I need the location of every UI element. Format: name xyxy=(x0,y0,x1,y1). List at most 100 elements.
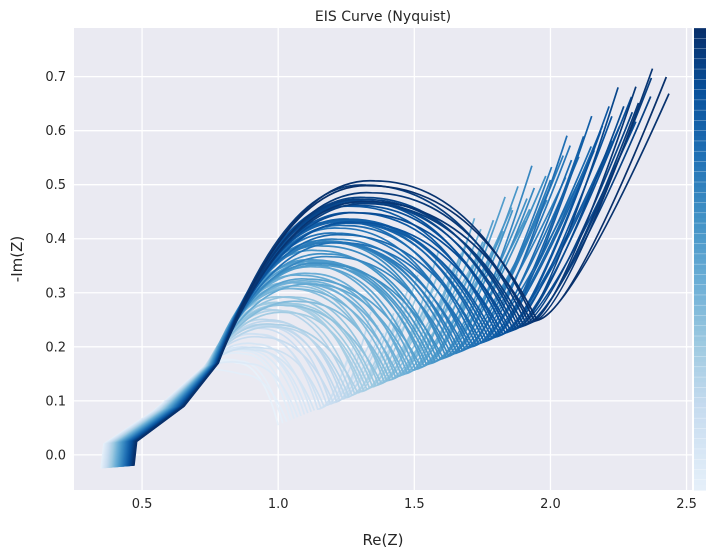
colorbar-segment xyxy=(694,197,706,204)
colorbar-segment xyxy=(694,279,706,286)
colorbar-segment xyxy=(694,474,706,481)
colorbar-segment xyxy=(694,448,706,455)
y-tick-label: 0.6 xyxy=(45,124,66,139)
colorbar-segment xyxy=(694,325,706,332)
colorbar-segment xyxy=(694,166,706,173)
y-tick-label: 0.2 xyxy=(45,340,66,355)
colorbar-segment xyxy=(694,469,706,476)
colorbar xyxy=(694,27,706,491)
colorbar-segment xyxy=(694,356,706,363)
colorbar-segment xyxy=(694,48,706,55)
colorbar-segment xyxy=(694,156,706,162)
colorbar-segment xyxy=(694,428,706,435)
x-tick-label: 0.5 xyxy=(132,497,153,512)
y-tick-label: 0.0 xyxy=(45,448,66,463)
colorbar-segment xyxy=(694,289,706,296)
colorbar-segment xyxy=(694,305,706,311)
colorbar-segment xyxy=(694,294,706,301)
colorbar-segment xyxy=(694,387,706,393)
colorbar-segment xyxy=(694,330,706,337)
colorbar-segment xyxy=(694,58,706,65)
eis-series-line xyxy=(133,76,668,466)
colorbar-segment xyxy=(694,377,706,383)
colorbar-segment xyxy=(694,120,706,127)
colorbar-segment xyxy=(694,202,706,209)
colorbar-segment xyxy=(694,135,706,142)
colorbar-segment xyxy=(694,459,706,465)
y-axis-label: -Im(Z) xyxy=(8,236,26,282)
colorbar-segment xyxy=(694,253,706,260)
colorbar-segment xyxy=(694,238,706,245)
colorbar-segment xyxy=(694,43,706,50)
colorbar-segment xyxy=(694,484,706,491)
series-lines xyxy=(100,68,670,469)
colorbar-segment xyxy=(694,413,706,419)
colorbar-segment xyxy=(694,366,706,373)
colorbar-segment xyxy=(694,284,706,291)
colorbar-segment xyxy=(694,176,706,183)
colorbar-segment xyxy=(694,89,706,96)
x-tick-label: 2.5 xyxy=(676,497,697,512)
colorbar-segment xyxy=(694,464,706,470)
x-tick-label: 1.5 xyxy=(404,497,425,512)
colorbar-segment xyxy=(694,53,706,60)
y-tick-labels: 0.0 0.1 0.2 0.3 0.4 0.5 0.6 0.7 xyxy=(45,70,66,463)
colorbar-segment xyxy=(694,207,706,214)
y-tick-label: 0.4 xyxy=(45,232,66,247)
colorbar-segment xyxy=(694,397,706,404)
colorbar-segment xyxy=(694,479,706,486)
colorbar-segment xyxy=(694,140,706,147)
y-tick-label: 0.5 xyxy=(45,178,66,193)
x-axis-label: Re(Z) xyxy=(363,531,404,549)
colorbar-segment xyxy=(694,418,706,424)
x-tick-label: 2.0 xyxy=(540,497,561,512)
colorbar-segment xyxy=(694,315,706,322)
colorbar-segment xyxy=(694,443,706,450)
eis-series-line xyxy=(121,165,533,467)
eis-series-line xyxy=(131,86,637,466)
colorbar-segment xyxy=(694,243,706,250)
colorbar-segment xyxy=(694,228,706,234)
colorbar-segment xyxy=(694,274,706,281)
colorbar-segment xyxy=(694,392,706,399)
eis-series-line xyxy=(128,130,602,467)
colorbar-segment xyxy=(694,351,706,358)
colorbar-segment xyxy=(694,125,706,132)
colorbar-segment xyxy=(694,110,706,116)
colorbar-segment xyxy=(694,407,706,414)
eis-series-line xyxy=(113,264,474,468)
colorbar-segment xyxy=(694,69,706,75)
eis-series-line xyxy=(132,68,654,466)
colorbar-segment xyxy=(694,382,706,388)
colorbar-segment xyxy=(694,233,706,239)
colorbar-segment xyxy=(694,433,706,440)
colorbar-segment xyxy=(694,99,706,106)
colorbar-segment xyxy=(694,217,706,224)
colorbar-segment xyxy=(694,63,706,70)
eis-series-line xyxy=(116,241,484,468)
colorbar-segment xyxy=(694,300,706,306)
colorbar-segment xyxy=(694,212,706,219)
colorbar-segment xyxy=(694,28,706,34)
y-tick-label: 0.7 xyxy=(45,70,66,85)
colorbar-segment xyxy=(694,346,706,352)
colorbar-segment xyxy=(694,115,706,121)
y-tick-label: 0.1 xyxy=(45,394,66,409)
colorbar-segment xyxy=(694,130,706,137)
colorbar-segment xyxy=(694,248,706,255)
colorbar-segment xyxy=(694,269,706,275)
colorbar-segment xyxy=(694,192,706,198)
colorbar-segment xyxy=(694,402,706,409)
colorbar-segment xyxy=(694,371,706,378)
colorbar-segment xyxy=(694,223,706,229)
colorbar-segment xyxy=(694,454,706,460)
colorbar-segment xyxy=(694,161,706,168)
colorbar-segment xyxy=(694,438,706,445)
x-tick-labels: 0.5 1.0 1.5 2.0 2.5 xyxy=(132,497,697,512)
colorbar-segment xyxy=(694,336,706,342)
colorbar-segment xyxy=(694,320,706,327)
colorbar-segment xyxy=(694,187,706,193)
colorbar-segment xyxy=(694,423,706,429)
colorbar-segment xyxy=(694,146,706,152)
